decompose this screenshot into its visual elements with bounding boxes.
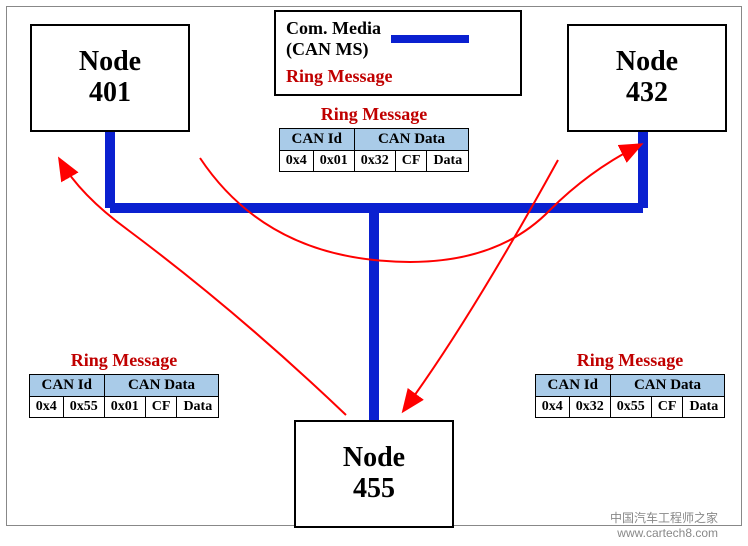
node-455-label-bot: 455: [353, 474, 395, 505]
cell: CF: [651, 397, 683, 418]
cell: 0x32: [569, 397, 610, 418]
cell: 0x32: [354, 151, 395, 172]
ring-right-hdr-data: CAN Data: [610, 375, 724, 397]
cell: Data: [683, 397, 725, 418]
ring-right-title: Ring Message: [520, 350, 740, 371]
node-432-label-bot: 432: [626, 78, 668, 109]
cell: 0x55: [63, 397, 104, 418]
legend-com-media-2: (CAN MS): [286, 39, 381, 60]
node-432: Node 432: [567, 24, 727, 132]
cell: CF: [145, 397, 177, 418]
cell: 0x55: [610, 397, 651, 418]
ring-message-top: Ring Message CAN Id CAN Data 0x40x010x32…: [264, 104, 484, 172]
cell: CF: [395, 151, 427, 172]
legend-com-line: [391, 35, 469, 43]
cell: 0x01: [313, 151, 354, 172]
ring-message-right: Ring Message CAN Id CAN Data 0x40x320x55…: [520, 350, 740, 418]
watermark-line1: 中国汽车工程师之家: [610, 509, 718, 526]
node-401-label-top: Node: [79, 47, 141, 78]
ring-left-table: CAN Id CAN Data 0x40x550x01CFData: [29, 374, 219, 418]
ring-top-title: Ring Message: [264, 104, 484, 125]
ring-left-hdr-data: CAN Data: [104, 375, 218, 397]
cell: Data: [177, 397, 219, 418]
node-455-label-top: Node: [343, 443, 405, 474]
watermark-line2: www.cartech8.com: [610, 526, 718, 540]
node-432-label-top: Node: [616, 47, 678, 78]
cell: 0x4: [29, 397, 63, 418]
legend-box: Com. Media (CAN MS) Ring Message: [274, 10, 522, 96]
ring-message-left: Ring Message CAN Id CAN Data 0x40x550x01…: [14, 350, 234, 418]
node-401: Node 401: [30, 24, 190, 132]
ring-top-hdr-id: CAN Id: [279, 129, 354, 151]
node-401-label-bot: 401: [89, 78, 131, 109]
ring-left-title: Ring Message: [14, 350, 234, 371]
watermark: 中国汽车工程师之家 www.cartech8.com: [610, 509, 718, 540]
node-455: Node 455: [294, 420, 454, 528]
ring-right-table: CAN Id CAN Data 0x40x320x55CFData: [535, 374, 725, 418]
cell: 0x01: [104, 397, 145, 418]
cell: Data: [427, 151, 469, 172]
cell: 0x4: [279, 151, 313, 172]
ring-top-table: CAN Id CAN Data 0x40x010x32CFData: [279, 128, 469, 172]
ring-top-hdr-data: CAN Data: [354, 129, 468, 151]
cell: 0x4: [535, 397, 569, 418]
ring-left-hdr-id: CAN Id: [29, 375, 104, 397]
legend-com-media-1: Com. Media: [286, 18, 381, 39]
legend-ring-label: Ring Message: [286, 66, 393, 87]
ring-right-hdr-id: CAN Id: [535, 375, 610, 397]
